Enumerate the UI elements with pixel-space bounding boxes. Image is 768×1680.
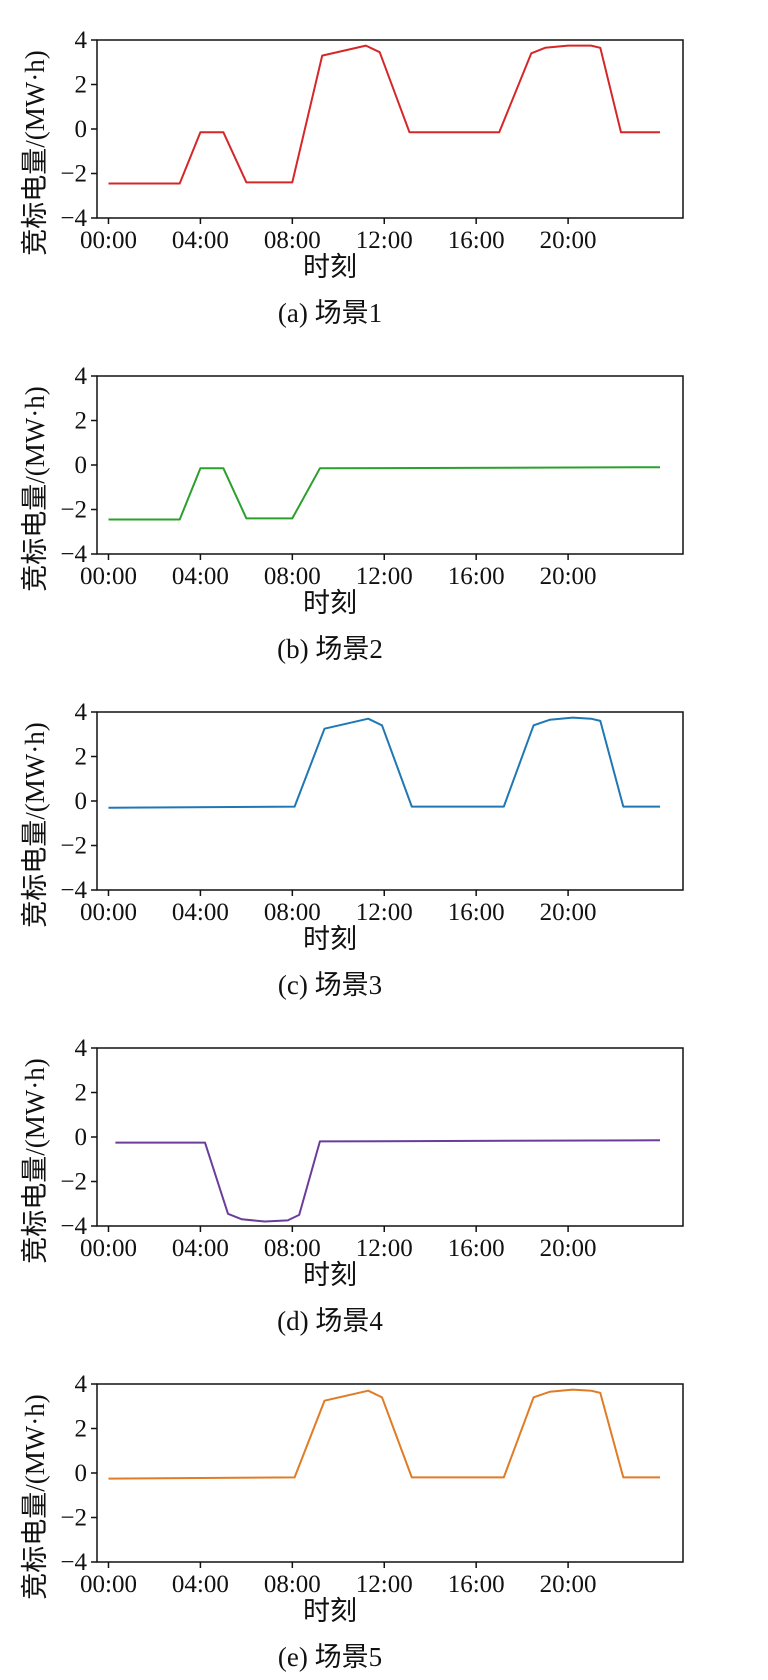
y-tick-label: 4 xyxy=(75,27,88,54)
panel-caption: (a) 场景1 xyxy=(278,298,382,328)
y-tick-label: −4 xyxy=(60,1213,87,1240)
y-axis-title: 竞标电量/(MW·h) xyxy=(20,50,50,255)
x-axis-title: 时刻 xyxy=(303,252,357,282)
x-tick-label: 00:00 xyxy=(80,1571,137,1598)
y-axis-title: 竞标电量/(MW·h) xyxy=(20,1058,50,1263)
chart-panel: −4 −2 0 2 4 00:00 04:00 08:00 12:00 16:00 20:00 时刻 竞… xyxy=(0,1344,768,1680)
x-tick-label: 20:00 xyxy=(540,227,597,254)
y-tick-label: 2 xyxy=(75,72,88,99)
y-tick-label: 0 xyxy=(75,1460,88,1487)
series-line xyxy=(108,44,660,185)
x-tick-label: 04:00 xyxy=(172,1571,229,1598)
x-tick-label: 20:00 xyxy=(540,1235,597,1262)
x-tick-label: 20:00 xyxy=(540,899,597,926)
y-tick-label: −4 xyxy=(60,877,87,904)
x-tick-label: 16:00 xyxy=(448,1571,505,1598)
x-tick-label: 20:00 xyxy=(540,1571,597,1598)
x-tick-label: 00:00 xyxy=(80,1235,137,1262)
plot-frame xyxy=(96,1047,684,1227)
y-tick-label: −2 xyxy=(60,833,87,860)
plot-frame xyxy=(96,39,684,219)
x-tick-label: 08:00 xyxy=(264,1571,321,1598)
panel-caption: (c) 场景3 xyxy=(278,970,382,1000)
x-axis-title: 时刻 xyxy=(303,1260,357,1290)
x-tick-label: 00:00 xyxy=(80,563,137,590)
x-tick-label: 12:00 xyxy=(356,227,413,254)
y-tick-label: 2 xyxy=(75,408,88,435)
panel-caption: (e) 场景5 xyxy=(278,1642,382,1672)
y-tick-label: −2 xyxy=(60,497,87,524)
x-tick-label: 04:00 xyxy=(172,899,229,926)
y-tick-label: −2 xyxy=(60,161,87,188)
chart-svg: −4 −2 0 2 4 00:00 04:00 08:00 12:00 16:00 20:00 时刻 竞… xyxy=(20,1371,684,1672)
y-axis-title: 竞标电量/(MW·h) xyxy=(20,1394,50,1599)
x-tick-label: 12:00 xyxy=(356,899,413,926)
x-tick-label: 12:00 xyxy=(356,1571,413,1598)
y-tick-label: 0 xyxy=(75,116,88,143)
y-tick-label: 4 xyxy=(75,699,88,726)
series-line xyxy=(108,716,660,809)
x-tick-label: 00:00 xyxy=(80,227,137,254)
y-tick-label: 4 xyxy=(75,363,88,390)
y-axis-title: 竞标电量/(MW·h) xyxy=(20,386,50,591)
y-tick-label: 0 xyxy=(75,1124,88,1151)
chart-panel: −4 −2 0 2 4 00:00 04:00 08:00 12:00 16:00 20:00 时刻 竞… xyxy=(0,1008,768,1344)
x-axis-title: 时刻 xyxy=(303,588,357,618)
chart-svg: −4 −2 0 2 4 00:00 04:00 08:00 12:00 16:00 20:00 时刻 竞… xyxy=(20,363,684,664)
series-line xyxy=(108,466,661,521)
x-tick-label: 08:00 xyxy=(264,227,321,254)
y-tick-label: −4 xyxy=(60,541,87,568)
panel-caption: (d) 场景4 xyxy=(277,1306,383,1336)
x-tick-label: 16:00 xyxy=(448,227,505,254)
panel-caption: (b) 场景2 xyxy=(277,634,383,664)
series-line xyxy=(108,1388,660,1480)
chart-panel: −4 −2 0 2 4 00:00 04:00 08:00 12:00 16:00 20:00 时刻 竞… xyxy=(0,0,768,336)
y-tick-label: −4 xyxy=(60,205,87,232)
y-tick-label: −2 xyxy=(60,1505,87,1532)
chart-svg: −4 −2 0 2 4 00:00 04:00 08:00 12:00 16:00 20:00 时刻 竞… xyxy=(20,1035,684,1336)
y-tick-label: 0 xyxy=(75,452,88,479)
plot-frame xyxy=(96,1383,684,1563)
series-line xyxy=(115,1139,661,1223)
y-axis-title: 竞标电量/(MW·h) xyxy=(20,722,50,927)
x-tick-label: 16:00 xyxy=(448,563,505,590)
y-tick-label: 2 xyxy=(75,744,88,771)
x-tick-label: 16:00 xyxy=(448,899,505,926)
chart-svg: −4 −2 0 2 4 00:00 04:00 08:00 12:00 16:00 20:00 时刻 竞… xyxy=(20,27,684,328)
x-axis-title: 时刻 xyxy=(303,1596,357,1626)
x-axis-title: 时刻 xyxy=(303,924,357,954)
x-tick-label: 08:00 xyxy=(264,563,321,590)
y-tick-label: −2 xyxy=(60,1169,87,1196)
plot-frame xyxy=(96,711,684,891)
chart-panel: −4 −2 0 2 4 00:00 04:00 08:00 12:00 16:00 20:00 时刻 竞… xyxy=(0,672,768,1008)
x-tick-label: 12:00 xyxy=(356,563,413,590)
plot-frame xyxy=(96,375,684,555)
y-tick-label: 0 xyxy=(75,788,88,815)
x-tick-label: 04:00 xyxy=(172,563,229,590)
x-tick-label: 08:00 xyxy=(264,1235,321,1262)
x-tick-label: 08:00 xyxy=(264,899,321,926)
chart-panel: −4 −2 0 2 4 00:00 04:00 08:00 12:00 16:00 20:00 时刻 竞… xyxy=(0,336,768,672)
x-tick-label: 12:00 xyxy=(356,1235,413,1262)
x-tick-label: 04:00 xyxy=(172,227,229,254)
y-tick-label: 2 xyxy=(75,1080,88,1107)
y-tick-label: 4 xyxy=(75,1035,88,1062)
y-tick-label: 2 xyxy=(75,1416,88,1443)
chart-svg: −4 −2 0 2 4 00:00 04:00 08:00 12:00 16:00 20:00 时刻 竞… xyxy=(20,699,684,1000)
x-tick-label: 00:00 xyxy=(80,899,137,926)
x-tick-label: 20:00 xyxy=(540,563,597,590)
y-tick-label: 4 xyxy=(75,1371,88,1398)
x-tick-label: 04:00 xyxy=(172,1235,229,1262)
x-tick-label: 16:00 xyxy=(448,1235,505,1262)
y-tick-label: −4 xyxy=(60,1549,87,1576)
